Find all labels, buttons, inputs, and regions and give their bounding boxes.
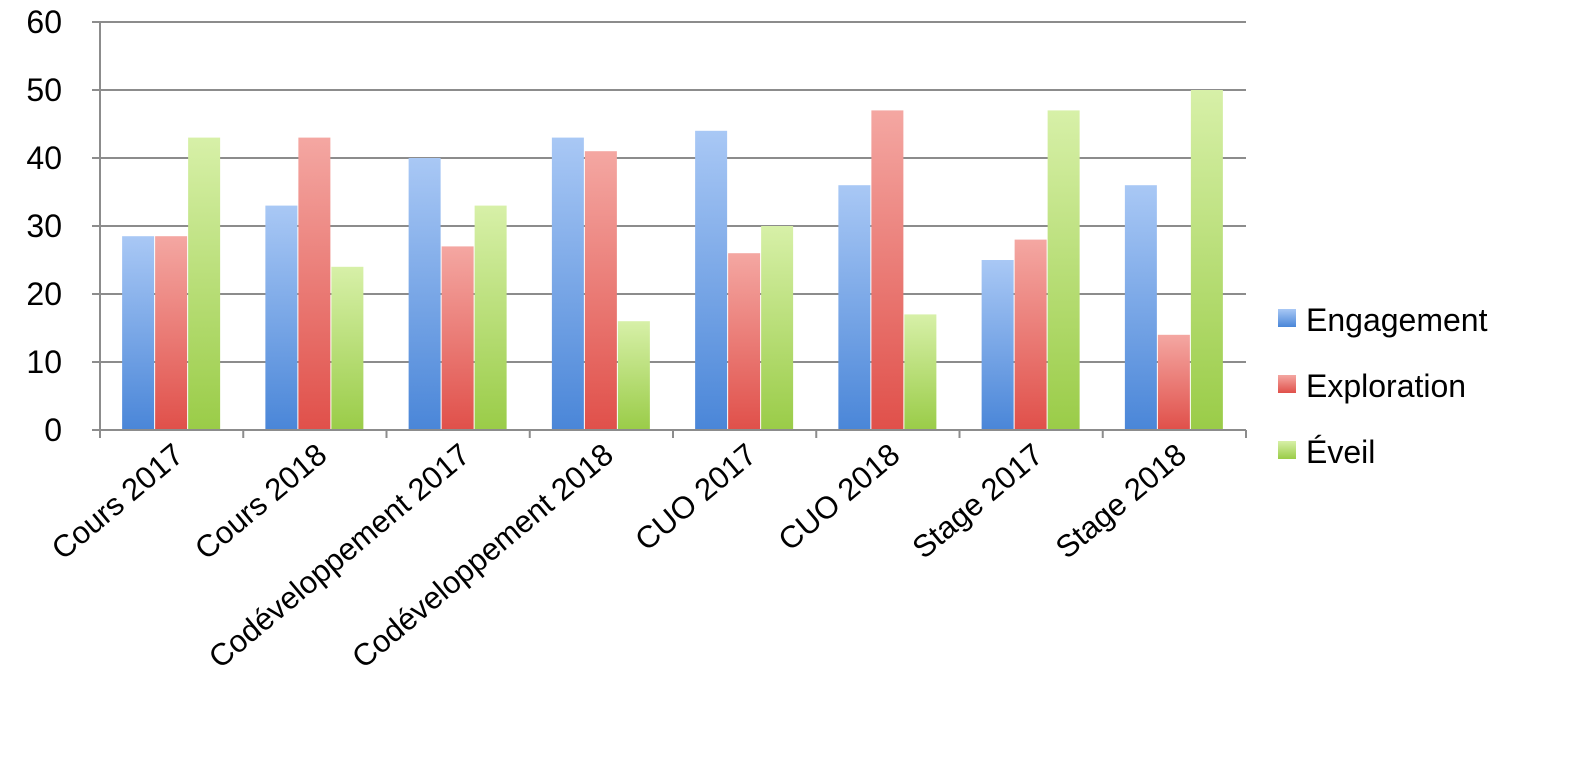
x-category-label: CUO 2017 [628, 437, 763, 558]
y-tick-label: 50 [26, 72, 62, 108]
y-tick-label: 40 [26, 140, 62, 176]
x-category-label: Cours 2017 [45, 437, 190, 567]
bar-engagement-8 [1124, 185, 1157, 430]
x-category-label: Codéveloppement 2018 [345, 437, 620, 675]
y-tick-label: 60 [26, 4, 62, 40]
bar-éveil-3 [474, 205, 507, 430]
bar-exploration-1 [155, 236, 188, 430]
bar-engagement-1 [122, 236, 155, 430]
x-category-label: Stage 2017 [906, 437, 1050, 566]
bar-exploration-7 [1014, 239, 1047, 430]
legend-label: Exploration [1306, 368, 1466, 404]
bar-éveil-7 [1047, 110, 1080, 431]
bar-exploration-8 [1157, 334, 1190, 430]
legend-swatch-engagement [1278, 309, 1296, 327]
legend-swatch-éveil [1278, 441, 1296, 459]
bar-engagement-7 [981, 260, 1014, 430]
y-tick-labels: 0 10 20 30 40 50 60 [26, 4, 62, 448]
bar-engagement-4 [551, 137, 584, 430]
axes [92, 21, 1247, 438]
bar-éveil-5 [761, 226, 794, 430]
bar-exploration-6 [871, 110, 904, 431]
y-tick-label: 30 [26, 208, 62, 244]
x-category-label: Stage 2018 [1049, 437, 1193, 566]
bar-éveil-2 [331, 266, 364, 430]
y-tick-label: 20 [26, 276, 62, 312]
x-category-label: CUO 2018 [772, 437, 907, 558]
bar-engagement-5 [695, 130, 728, 431]
x-category-label: Codéveloppement 2017 [202, 437, 477, 675]
bars [122, 90, 1223, 431]
legend-label: Engagement [1306, 302, 1488, 338]
bar-éveil-1 [188, 137, 221, 430]
bar-éveil-6 [904, 314, 937, 430]
bar-exploration-5 [728, 253, 761, 430]
bar-engagement-2 [265, 205, 298, 430]
bar-exploration-3 [441, 246, 474, 430]
y-tick-label: 0 [44, 412, 62, 448]
bar-exploration-2 [298, 137, 331, 430]
bar-exploration-4 [584, 151, 617, 430]
legend: Engagement Exploration Éveil [1278, 302, 1488, 470]
legend-label: Éveil [1306, 434, 1375, 470]
x-category-label: Cours 2018 [188, 437, 333, 567]
legend-swatch-exploration [1278, 375, 1296, 393]
y-tick-label: 10 [26, 344, 62, 380]
bar-éveil-4 [617, 321, 650, 430]
bar-engagement-3 [408, 158, 441, 430]
bar-éveil-8 [1190, 90, 1223, 430]
bar-engagement-6 [838, 185, 871, 430]
